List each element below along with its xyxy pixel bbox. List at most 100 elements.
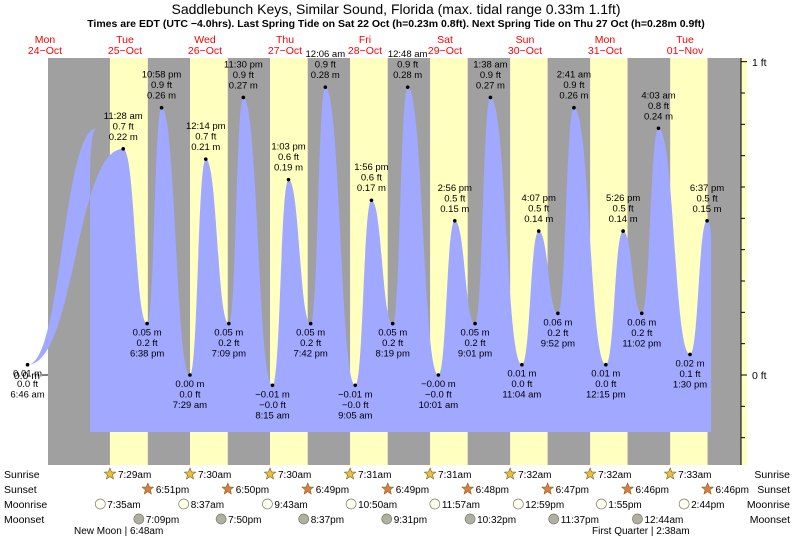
tide-label-high: 11:28 am0.7 ft0.22 m bbox=[104, 111, 143, 151]
tide-text: 0.15 m bbox=[693, 204, 722, 215]
tide-text: 4:07 pm bbox=[522, 193, 556, 204]
tide-text: 0.2 ft bbox=[547, 328, 568, 339]
tide-text: −0.00 m bbox=[421, 379, 456, 390]
moonset-time: 7:50pm bbox=[228, 515, 261, 526]
moonset-time: 7:09pm bbox=[146, 515, 179, 526]
day-labels: Mon24−OctTue25−OctWed26−OctThu27−OctFri2… bbox=[28, 34, 704, 57]
moonrise-icon bbox=[262, 498, 273, 510]
tide-text: 0.22 m bbox=[109, 132, 138, 143]
moonset-icon bbox=[381, 513, 393, 525]
tide-point bbox=[188, 373, 192, 377]
tide-text: 1:03 pm bbox=[271, 142, 305, 153]
day-of-week: Mon bbox=[35, 34, 56, 46]
tide-text: −0.0 ft bbox=[259, 400, 286, 411]
tide-text: 0.2 ft bbox=[300, 338, 321, 349]
tide-text: 0.6 ft bbox=[361, 173, 382, 184]
chart-subtitle: Times are EDT (UTC −4.0hrs). Last Spring… bbox=[87, 18, 705, 30]
tide-text: 0.01 m bbox=[507, 369, 536, 380]
tide-point bbox=[604, 362, 608, 367]
moon-phase-first-quarter: First Quarter | 2:38am bbox=[592, 526, 690, 537]
sunrise-time: 7:32am bbox=[518, 470, 551, 481]
tide-point bbox=[353, 383, 358, 388]
moonrise-icon bbox=[512, 498, 524, 510]
tide-point bbox=[159, 105, 164, 110]
day-date: 31−Oct bbox=[588, 45, 622, 57]
tide-text: 0.7 ft bbox=[113, 121, 134, 132]
day-date: 25−Oct bbox=[108, 45, 142, 57]
tide-text: 2:56 pm bbox=[438, 183, 472, 194]
moonrise-time: 11:57am bbox=[442, 500, 480, 511]
moonset-icon bbox=[548, 513, 560, 525]
tide-text: 12:48 am bbox=[388, 49, 428, 60]
tide-text: 0.06 m bbox=[543, 317, 572, 328]
tide-text: 6:46 am bbox=[10, 390, 44, 401]
sunset-icon bbox=[141, 482, 155, 495]
row-label-right: Sunset bbox=[757, 484, 790, 496]
tide-text: 0.27 m bbox=[476, 80, 505, 91]
tide-text: 12:06 am bbox=[306, 49, 346, 60]
tide-label-low: 0.06 m0.2 ft9:52 pm bbox=[541, 311, 575, 349]
tide-label-low: 0.05 m0.2 ft9:01 pm bbox=[458, 321, 492, 360]
moonset-time: 11:37pm bbox=[561, 515, 599, 526]
tide-text: 0.26 m bbox=[559, 91, 588, 102]
tide-label-low: −0.01 m−0.0 ft8:15 am bbox=[255, 383, 290, 421]
day-date: 01−Nov bbox=[667, 45, 704, 57]
sunrise-time: 7:31am bbox=[358, 470, 391, 481]
tide-label-high: 4:07 pm0.5 ft0.14 m bbox=[522, 193, 556, 233]
row-label-left: Sunrise bbox=[4, 469, 40, 481]
tide-text: 11:28 am bbox=[104, 111, 143, 122]
tide-text: 8:15 am bbox=[255, 410, 289, 421]
tide-text: 0.01 m bbox=[13, 369, 42, 380]
tide-label-low: −0.01 m−0.0 ft9:05 am bbox=[338, 383, 373, 421]
row-label-right: Moonrise bbox=[747, 499, 790, 511]
day-of-week: Wed bbox=[194, 34, 216, 46]
sunrise-time: 7:30am bbox=[198, 470, 231, 481]
tide-point bbox=[25, 362, 30, 367]
moonrise-icon bbox=[596, 498, 607, 510]
tide-text: 0.27 m bbox=[229, 80, 258, 91]
tide-text: 9:01 pm bbox=[458, 349, 492, 360]
tide-label-high: 2:41 am0.9 ft0.26 m bbox=[557, 70, 591, 110]
moon-phase-new: New Moon | 6:48am bbox=[74, 526, 163, 537]
almanac-table: Sunrise Sunrise Sunset Sunset Moonrise Moonri… bbox=[4, 467, 790, 537]
tide-curve bbox=[27, 87, 712, 432]
tide-label-low: 0.05 m0.2 ft6:38 pm bbox=[130, 321, 164, 360]
tide-text: 0.2 ft bbox=[137, 338, 158, 349]
tide-point bbox=[121, 147, 126, 151]
tide-label-low: 0.05 m0.2 ft7:42 pm bbox=[294, 321, 328, 360]
moonrise-time: 7:35am bbox=[107, 500, 140, 511]
moonrise-time: 10:50am bbox=[358, 500, 397, 511]
y-left-label: 0.0 m bbox=[14, 370, 41, 382]
tide-point bbox=[556, 311, 560, 316]
tide-text: 1:56 pm bbox=[354, 162, 388, 173]
tide-text: 0.7 ft bbox=[195, 132, 216, 143]
moonset-icon bbox=[464, 513, 476, 525]
tide-text: 0.02 m bbox=[675, 358, 704, 369]
sunrise-icon bbox=[423, 467, 437, 480]
y-right-label-top: 1 ft bbox=[752, 57, 767, 69]
tide-point bbox=[286, 177, 291, 182]
moonset-icon bbox=[298, 513, 310, 525]
tide-point bbox=[227, 321, 231, 326]
sunrise-icon bbox=[263, 467, 277, 480]
sunset-icon bbox=[301, 482, 315, 495]
sunrise-icon bbox=[503, 467, 517, 480]
tide-text: 0.0 ft bbox=[17, 379, 38, 390]
tide-point bbox=[145, 321, 149, 326]
tide-label-high: 10:58 pm0.9 ft0.26 m bbox=[142, 70, 181, 110]
tide-point bbox=[436, 373, 441, 377]
tide-text: 0.14 m bbox=[609, 214, 638, 225]
tide-point bbox=[572, 105, 576, 110]
sunset-time: 6:46pm bbox=[716, 485, 749, 496]
tide-text: 0.9 ft bbox=[480, 70, 501, 81]
tide-text: −0.0 ft bbox=[342, 400, 369, 411]
tide-text: 0.0 ft bbox=[595, 379, 616, 390]
tide-label-low: 0.05 m0.2 ft8:19 pm bbox=[376, 321, 410, 360]
tide-text: 0.15 m bbox=[440, 204, 469, 215]
chart-header: Saddlebunch Keys, Similar Sound, Florida… bbox=[87, 1, 705, 30]
sunset-time: 6:49pm bbox=[396, 485, 429, 496]
tide-point bbox=[688, 352, 692, 357]
